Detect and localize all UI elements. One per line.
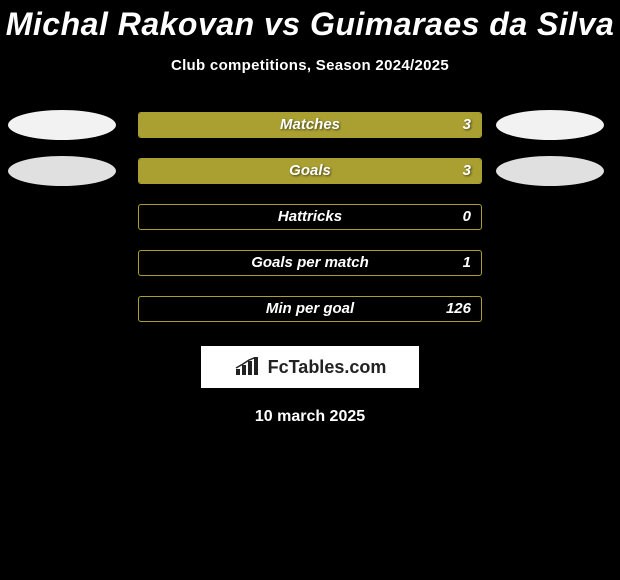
bar-track: Min per goal126 <box>138 296 482 322</box>
bar-label: Hattricks <box>139 205 481 229</box>
left-value-ellipse <box>8 110 116 140</box>
bar-value: 126 <box>446 297 471 321</box>
bar-fill <box>139 113 481 137</box>
stat-row: Matches3 <box>0 102 620 148</box>
right-value-ellipse <box>496 156 604 186</box>
comparison-chart: Matches3Goals3Hattricks0Goals per match1… <box>0 102 620 332</box>
bar-track: Goals per match1 <box>138 250 482 276</box>
stat-row: Goals per match1 <box>0 240 620 286</box>
bar-fill <box>139 159 481 183</box>
stat-row: Goals3 <box>0 148 620 194</box>
page-title: Michal Rakovan vs Guimaraes da Silva <box>0 0 620 43</box>
bar-label: Min per goal <box>139 297 481 321</box>
bar-value: 0 <box>463 205 471 229</box>
bar-chart-icon <box>234 357 262 377</box>
stat-row: Hattricks0 <box>0 194 620 240</box>
bar-track: Hattricks0 <box>138 204 482 230</box>
right-value-ellipse <box>496 110 604 140</box>
fctables-badge: FcTables.com <box>201 346 419 388</box>
bar-track: Matches3 <box>138 112 482 138</box>
stat-row: Min per goal126 <box>0 286 620 332</box>
bar-value: 1 <box>463 251 471 275</box>
bar-label: Goals per match <box>139 251 481 275</box>
date-label: 10 march 2025 <box>0 408 620 426</box>
left-value-ellipse <box>8 156 116 186</box>
subtitle: Club competitions, Season 2024/2025 <box>0 57 620 74</box>
bar-track: Goals3 <box>138 158 482 184</box>
badge-text: FcTables.com <box>268 357 387 378</box>
